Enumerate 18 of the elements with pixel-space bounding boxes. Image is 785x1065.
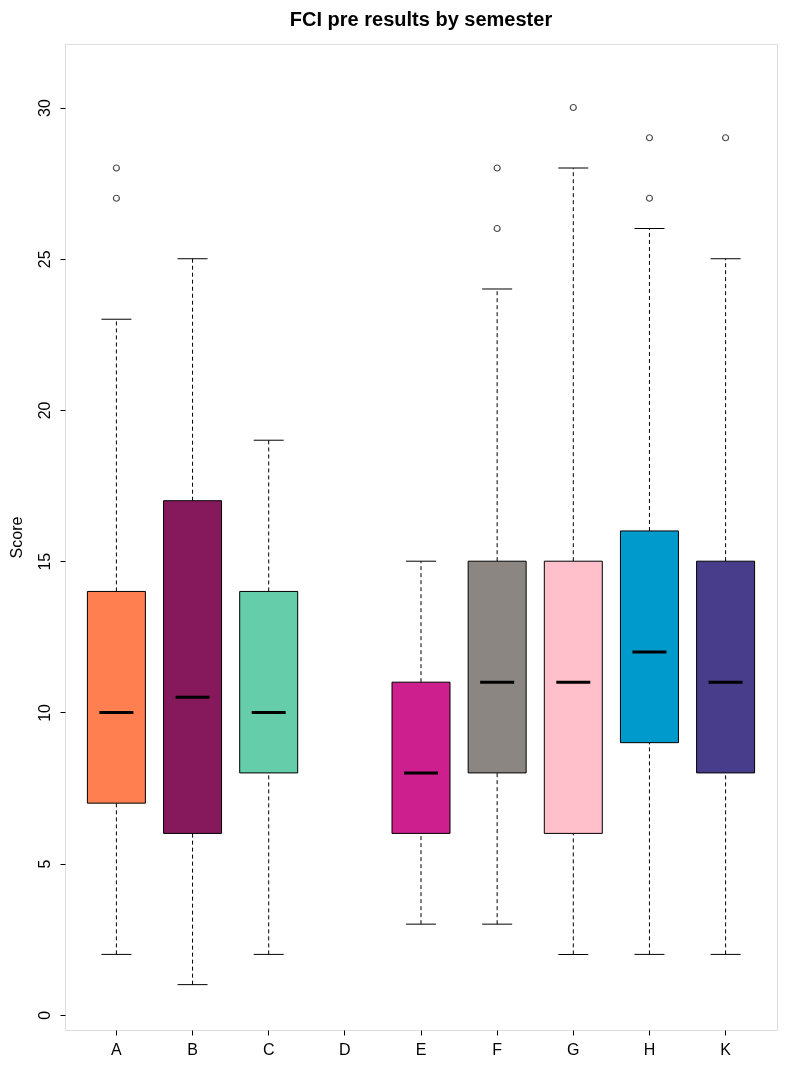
x-tick-label: D: [339, 1040, 351, 1058]
y-tick-label: 5: [35, 859, 53, 869]
x-tick-label: C: [262, 1040, 275, 1058]
y-tick-label: 10: [35, 703, 53, 722]
y-tick-label: 30: [35, 99, 53, 117]
y-tick-label: 20: [35, 401, 53, 420]
x-tick-label: A: [111, 1040, 123, 1058]
y-tick-label: 25: [35, 250, 53, 269]
x-tick-label: K: [720, 1040, 732, 1058]
x-tick-label: E: [415, 1040, 427, 1058]
y-axis-title: Score: [7, 516, 25, 559]
y-tick-label: 0: [35, 1010, 53, 1020]
x-tick-label: H: [643, 1040, 656, 1058]
chart-title: FCI pre results by semester: [289, 8, 553, 30]
x-tick-label: B: [187, 1040, 198, 1058]
x-tick-label: G: [567, 1040, 580, 1058]
y-tick-label: 15: [35, 552, 53, 571]
x-tick-label: F: [492, 1040, 503, 1058]
